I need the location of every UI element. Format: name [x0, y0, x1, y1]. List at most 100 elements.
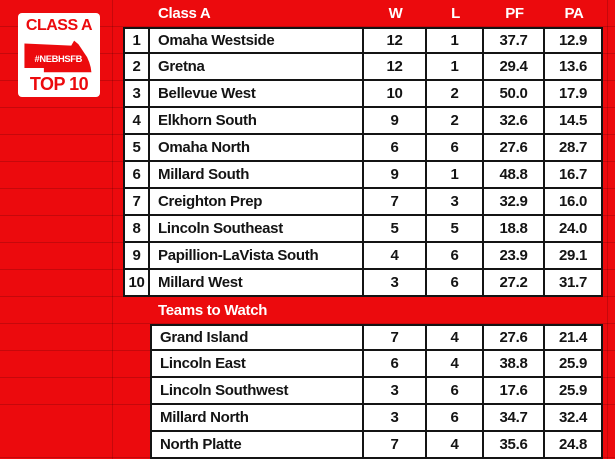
wins-cell: 12	[364, 54, 427, 81]
ranking-row: 6 Millard South 9 1 48.8 16.7	[123, 162, 603, 189]
team-name-cell: North Platte	[150, 432, 364, 459]
losses-cell: 1	[427, 54, 484, 81]
header-losses-label: L	[451, 5, 460, 22]
pa-cell: 25.9	[545, 378, 603, 405]
pa-cell: 17.9	[545, 81, 603, 108]
ranking-row: 9 Papillion-LaVista South 4 6 23.9 29.1	[123, 243, 603, 270]
ranking-row: 4 Elkhorn South 9 2 32.6 14.5	[123, 108, 603, 135]
losses-cell: 6	[427, 135, 484, 162]
pa-cell: 25.9	[545, 351, 603, 378]
wins-cell: 9	[364, 108, 427, 135]
team-name-cell: Lincoln Southwest	[150, 378, 364, 405]
rank-spacer-cell	[123, 405, 150, 432]
wins-cell: 12	[364, 27, 427, 54]
nebraska-state-icon: #NEBHSFB	[24, 40, 92, 73]
watch-row: Grand Island 7 4 27.6 21.4	[123, 324, 603, 351]
team-name-cell: Gretna	[150, 54, 364, 81]
watch-row: Millard North 3 6 34.7 32.4	[123, 405, 603, 432]
losses-cell: 1	[427, 27, 484, 54]
pa-cell: 24.8	[545, 432, 603, 459]
watch-row: Lincoln Southwest 3 6 17.6 25.9	[123, 378, 603, 405]
teams-to-watch-header-row: Teams to Watch	[123, 297, 603, 324]
watch-row: North Platte 7 4 35.6 24.8	[123, 432, 603, 459]
wins-cell: 7	[364, 432, 427, 459]
team-name-cell: Creighton Prep	[150, 189, 364, 216]
pf-cell: 35.6	[484, 432, 545, 459]
wins-cell: 4	[364, 243, 427, 270]
watch-row: Lincoln East 6 4 38.8 25.9	[123, 351, 603, 378]
wins-cell: 3	[364, 405, 427, 432]
rank-cell: 8	[123, 216, 150, 243]
pf-cell: 32.6	[484, 108, 545, 135]
watch-rank-spacer	[123, 297, 150, 324]
rank-cell: 3	[123, 81, 150, 108]
losses-cell: 6	[427, 378, 484, 405]
header-pa-label: PA	[564, 5, 584, 22]
pa-cell: 31.7	[545, 270, 603, 297]
pf-cell: 23.9	[484, 243, 545, 270]
ranking-row: 1 Omaha Westside 12 1 37.7 12.9	[123, 27, 603, 54]
pa-cell: 32.4	[545, 405, 603, 432]
pf-cell: 27.2	[484, 270, 545, 297]
pa-cell: 14.5	[545, 108, 603, 135]
header-pf-label: PF	[505, 5, 524, 22]
rank-cell: 9	[123, 243, 150, 270]
ranking-row: 3 Bellevue West 10 2 50.0 17.9	[123, 81, 603, 108]
standings-table: Class A W L PF PA 1 Omaha Westside 12 1 37.7…	[123, 0, 603, 459]
ranking-row: 8 Lincoln Southeast 5 5 18.8 24.0	[123, 216, 603, 243]
pa-cell: 16.0	[545, 189, 603, 216]
pf-cell: 29.4	[484, 54, 545, 81]
team-name-cell: Bellevue West	[150, 81, 364, 108]
losses-cell: 4	[427, 432, 484, 459]
rank-cell: 7	[123, 189, 150, 216]
wins-cell: 10	[364, 81, 427, 108]
wins-cell: 6	[364, 135, 427, 162]
badge-top10-label: TOP 10	[29, 74, 89, 94]
team-name-cell: Lincoln East	[150, 351, 364, 378]
header-rank-cell	[123, 0, 150, 27]
team-name-cell: Omaha Westside	[150, 27, 364, 54]
pf-cell: 48.8	[484, 162, 545, 189]
team-name-cell: Millard North	[150, 405, 364, 432]
badge-class-label: CLASS A	[25, 17, 93, 34]
losses-cell: 1	[427, 162, 484, 189]
header-wins-label: W	[388, 5, 403, 22]
rank-cell: 10	[123, 270, 150, 297]
ranking-row: 10 Millard West 3 6 27.2 31.7	[123, 270, 603, 297]
class-a-top10-badge: CLASS A #NEBHSFB TOP 10	[18, 13, 100, 97]
pf-cell: 34.7	[484, 405, 545, 432]
losses-cell: 5	[427, 216, 484, 243]
rank-cell: 1	[123, 27, 150, 54]
pf-cell: 27.6	[484, 135, 545, 162]
pf-cell: 32.9	[484, 189, 545, 216]
wins-cell: 3	[364, 270, 427, 297]
pf-cell: 18.8	[484, 216, 545, 243]
team-name-cell: Papillion-LaVista South	[150, 243, 364, 270]
teams-to-watch-label: Teams to Watch	[158, 302, 268, 319]
team-name-cell: Elkhorn South	[150, 108, 364, 135]
wins-cell: 7	[364, 324, 427, 351]
pa-cell: 16.7	[545, 162, 603, 189]
team-name-cell: Millard South	[150, 162, 364, 189]
losses-cell: 6	[427, 243, 484, 270]
table-header-row: Class A W L PF PA	[123, 0, 603, 27]
losses-cell: 4	[427, 351, 484, 378]
rank-spacer-cell	[123, 324, 150, 351]
pa-cell: 12.9	[545, 27, 603, 54]
ranking-row: 5 Omaha North 6 6 27.6 28.7	[123, 135, 603, 162]
pf-cell: 38.8	[484, 351, 545, 378]
rank-spacer-cell	[123, 432, 150, 459]
wins-cell: 9	[364, 162, 427, 189]
team-name-cell: Lincoln Southeast	[150, 216, 364, 243]
pf-cell: 37.7	[484, 27, 545, 54]
rank-cell: 4	[123, 108, 150, 135]
badge-hashtag-label: #NEBHSFB	[34, 54, 82, 64]
pa-cell: 13.6	[545, 54, 603, 81]
top10-rows: 1 Omaha Westside 12 1 37.7 12.9 2 Gretna 12 1 29.4…	[123, 27, 603, 297]
losses-cell: 3	[427, 189, 484, 216]
team-name-cell: Grand Island	[150, 324, 364, 351]
pa-cell: 24.0	[545, 216, 603, 243]
losses-cell: 4	[427, 324, 484, 351]
wins-cell: 7	[364, 189, 427, 216]
wins-cell: 5	[364, 216, 427, 243]
